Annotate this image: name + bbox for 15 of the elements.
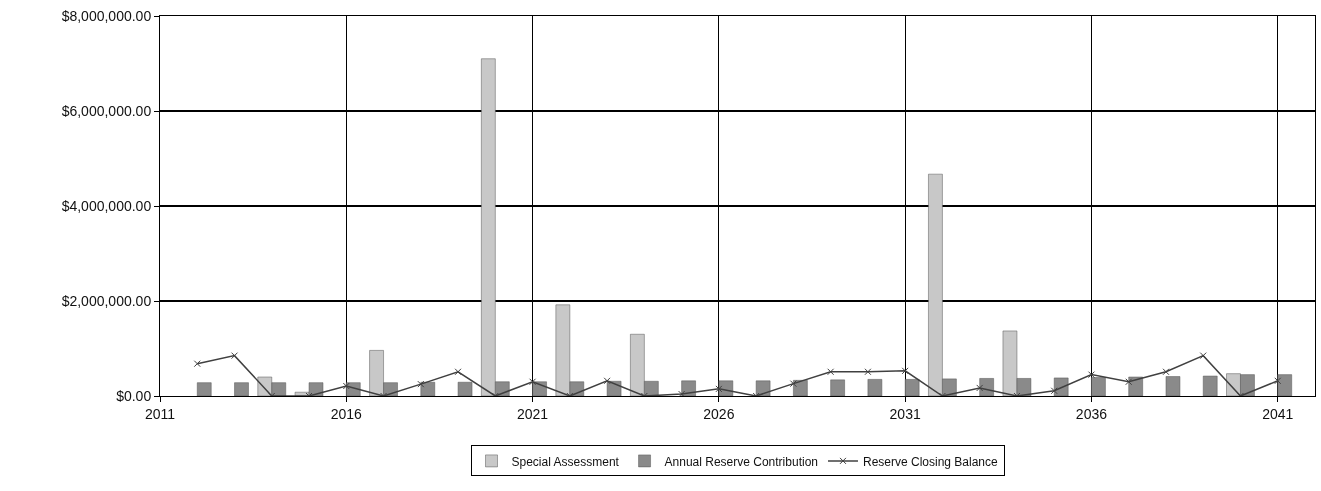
legend-label: Special Assessment: [511, 454, 620, 469]
x-tick-label: 2041: [1262, 405, 1294, 422]
y-tick-label: $0.00: [116, 387, 152, 404]
y-tick-label: $4,000,000.00: [61, 197, 152, 214]
legend-label: Reserve Closing Balance: [862, 454, 999, 469]
x-tick-label: 2011: [144, 405, 176, 422]
x-tick-label: 2021: [517, 405, 549, 422]
y-tick-label: $8,000,000.00: [61, 7, 152, 24]
y-tick-label: $2,000,000.00: [61, 292, 152, 309]
x-tick-label: 2036: [1075, 405, 1108, 422]
x-tick-label: 2016: [330, 405, 363, 422]
x-tick-label: 2031: [889, 405, 921, 422]
x-tick-label: 2026: [703, 405, 735, 422]
y-tick-label: $6,000,000.00: [61, 102, 152, 119]
legend-label: Annual Reserve Contribution: [664, 454, 818, 469]
